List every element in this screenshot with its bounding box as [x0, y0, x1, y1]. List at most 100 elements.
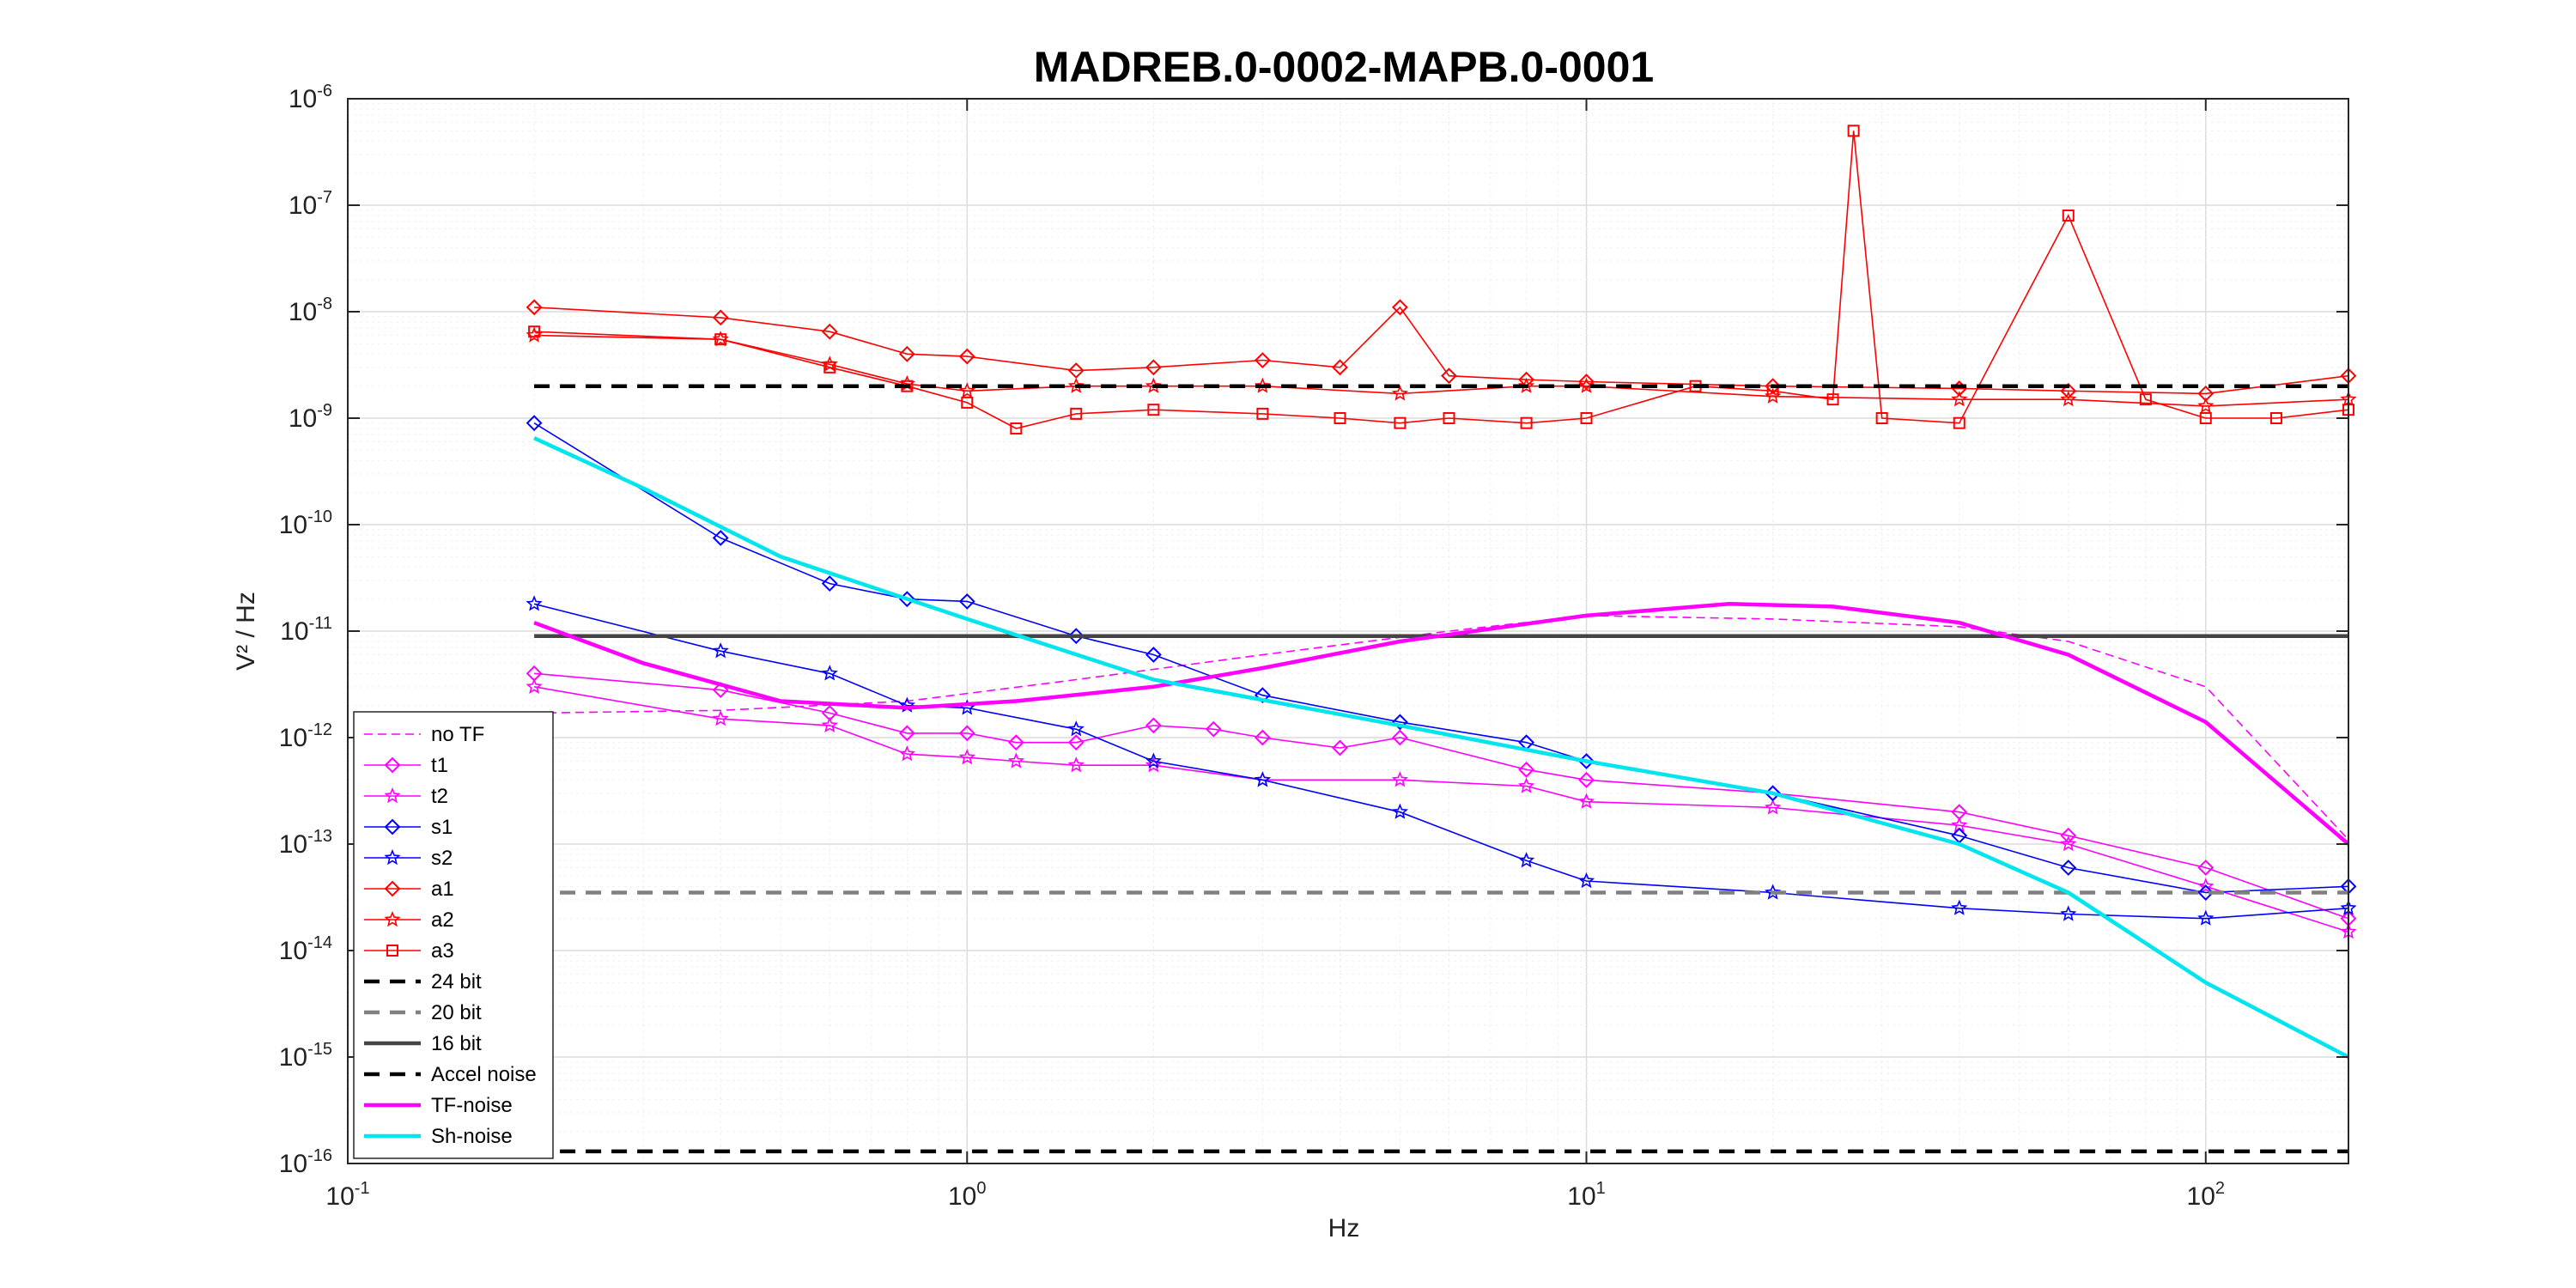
data-point-s1 [821, 575, 838, 592]
legend-label-sh-noise: Sh-noise [431, 1125, 513, 1148]
legend-label-24-bit: 24 bit [431, 970, 482, 993]
legend-label-a2: a2 [431, 908, 454, 932]
data-point-t2 [821, 716, 838, 732]
x-axis-label: Hz [1328, 1214, 1360, 1242]
plot-area [526, 125, 2357, 1154]
data-point-t1 [958, 725, 975, 742]
series-line-a3 [534, 131, 2349, 429]
data-point-a3 [1443, 412, 1455, 424]
legend-label-tf-noise: TF-noise [431, 1094, 513, 1117]
y-tick-label: 10-7 [289, 188, 332, 220]
data-point-t2 [712, 710, 729, 726]
data-point-s1 [1067, 628, 1084, 645]
legend-box [353, 711, 554, 1159]
grid [347, 98, 2348, 1164]
series-sh-noise [533, 436, 2350, 1059]
data-point-t2 [958, 749, 975, 765]
legend-label-16-bit: 16 bit [431, 1032, 482, 1055]
data-point-a3 [1010, 422, 1023, 435]
data-point-a3 [2269, 412, 2282, 424]
data-point-a2 [1254, 377, 1271, 393]
data-point-t1 [1205, 720, 1222, 738]
data-point-s2 [712, 642, 729, 659]
legend-marker-s1 [384, 818, 401, 835]
data-point-a1 [1254, 352, 1271, 368]
series-line-a2 [534, 334, 2349, 407]
data-point-a2 [1145, 377, 1162, 393]
legend-label-t1: t1 [431, 754, 448, 777]
data-point-t2 [1765, 799, 1782, 815]
data-point-a1 [898, 345, 915, 362]
data-point-a1 [1391, 299, 1408, 316]
data-point-a1 [1332, 359, 1348, 376]
data-point-t1 [2060, 827, 2077, 844]
data-point-s1 [1254, 687, 1271, 704]
legend-label-a1: a1 [431, 878, 454, 901]
data-point-s2 [526, 595, 543, 611]
data-point-s2 [1951, 899, 1968, 915]
data-point-t2 [1007, 752, 1024, 769]
data-point-a3 [961, 396, 974, 409]
data-point-t2 [1518, 777, 1535, 793]
data-point-a3 [2139, 393, 2152, 406]
data-point-a1 [1067, 362, 1084, 379]
data-point-t2 [526, 677, 543, 695]
data-point-a2 [1577, 377, 1595, 393]
data-point-s1 [1391, 714, 1408, 731]
legend-label-a3: a3 [431, 939, 454, 963]
data-point-s2 [1765, 884, 1782, 900]
data-point-t1 [1007, 734, 1024, 751]
data-point-a3 [528, 325, 541, 338]
data-point-a2 [2197, 397, 2215, 413]
data-point-t2 [1067, 756, 1084, 773]
data-point-s2 [2060, 905, 2077, 921]
data-point-a1 [821, 323, 838, 340]
series-line-s2 [533, 603, 2349, 920]
data-point-a2 [1391, 385, 1408, 401]
data-point-a1 [2060, 382, 2077, 399]
data-point-t1 [1145, 717, 1162, 734]
data-point-a3 [714, 333, 727, 346]
legend-marker-t1 [384, 756, 401, 774]
data-point-a2 [2060, 391, 2077, 407]
data-point-a3 [1875, 412, 1888, 424]
data-point-a3 [1070, 407, 1083, 420]
data-point-s2 [1518, 852, 1535, 868]
data-point-t1 [1518, 761, 1535, 778]
data-point-s2 [1577, 872, 1595, 889]
series-t1 [526, 665, 2357, 927]
legend-marker-a2 [384, 910, 401, 927]
data-point-a3 [823, 361, 836, 374]
data-point-t2 [898, 745, 915, 762]
legend-marker-a3 [386, 945, 398, 957]
data-point-s1 [526, 415, 543, 432]
data-point-a2 [1951, 391, 1968, 407]
data-point-t2 [2060, 835, 2077, 852]
data-point-t1 [898, 725, 915, 742]
legend-label-20-bit: 20 bit [431, 1001, 482, 1024]
data-point-s1 [1145, 647, 1162, 663]
series-line-t1 [534, 672, 2349, 920]
series-line-sh-noise [533, 436, 2350, 1059]
legend: no TF t1 t2 s1 s2 a1 a2 a3 24 bit 20 bit 16 bit Acc… [353, 711, 554, 1159]
data-point-a3 [1147, 404, 1160, 416]
legend-label-accel-noise: Accel noise [431, 1063, 537, 1086]
data-point-a1 [1441, 368, 1457, 385]
series-a2 [526, 326, 2357, 413]
data-point-s1 [2197, 884, 2215, 901]
data-point-t2 [2197, 878, 2215, 894]
legend-label-s1: s1 [431, 816, 453, 839]
data-point-s2 [1254, 771, 1271, 787]
data-point-a3 [1334, 412, 1346, 424]
data-point-a1 [712, 309, 729, 326]
data-point-s2 [1067, 720, 1084, 737]
legend-marker-s2 [384, 848, 401, 866]
data-point-a3 [1256, 407, 1269, 420]
data-point-a3 [1520, 416, 1533, 429]
data-point-a3 [1847, 125, 1860, 137]
data-point-s2 [1145, 752, 1162, 769]
data-point-t1 [2197, 860, 2215, 876]
data-point-a3 [1826, 393, 1839, 406]
data-point-t1 [1332, 739, 1348, 756]
